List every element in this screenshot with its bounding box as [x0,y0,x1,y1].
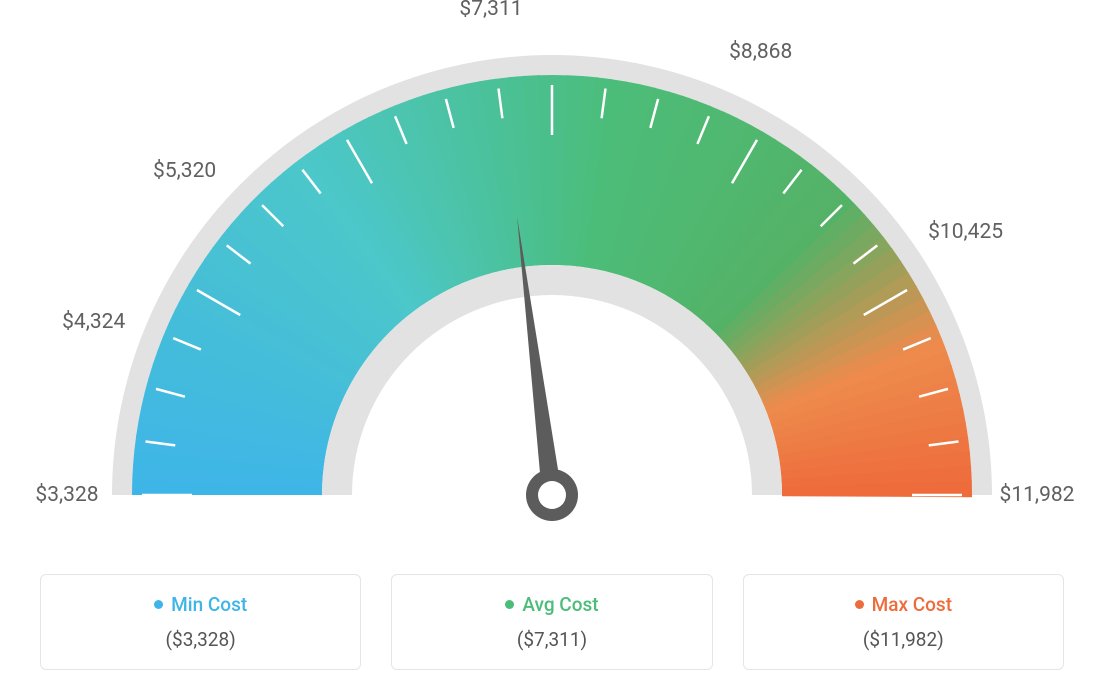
legend-dot-avg [505,600,514,609]
gauge-tick-label: $11,982 [1000,483,1075,507]
legend-title-avg: Avg Cost [404,593,699,616]
legend-card-min: Min Cost ($3,328) [40,574,361,670]
gauge-tick-label: $4,324 [62,310,125,334]
legend-label-avg: Avg Cost [522,593,598,616]
legend-title-min: Min Cost [53,593,348,616]
gauge-tick-label: $7,311 [459,0,522,21]
gauge-svg [0,0,1104,550]
legend-label-min: Min Cost [171,593,247,616]
chart-container: $3,328 $4,324 $5,320 $7,311 $8,868 $10,425 $11… [0,0,1104,690]
legend-title-max: Max Cost [756,593,1051,616]
gauge-chart: $3,328 $4,324 $5,320 $7,311 $8,868 $10,425 $11… [0,0,1104,550]
legend-card-max: Max Cost ($11,982) [743,574,1064,670]
gauge-tick-label: $5,320 [153,159,216,183]
legend-dot-max [855,600,864,609]
gauge-tick-label: $8,868 [729,40,792,64]
legend-label-max: Max Cost [872,593,952,616]
legend-value-avg: ($7,311) [404,628,699,651]
gauge-tick-label: $10,425 [928,220,1003,244]
legend-dot-min [154,600,163,609]
gauge-tick-label: $3,328 [35,483,98,507]
legend-card-avg: Avg Cost ($7,311) [391,574,712,670]
legend: Min Cost ($3,328) Avg Cost ($7,311) Max … [0,574,1104,670]
legend-value-min: ($3,328) [53,628,348,651]
legend-value-max: ($11,982) [756,628,1051,651]
